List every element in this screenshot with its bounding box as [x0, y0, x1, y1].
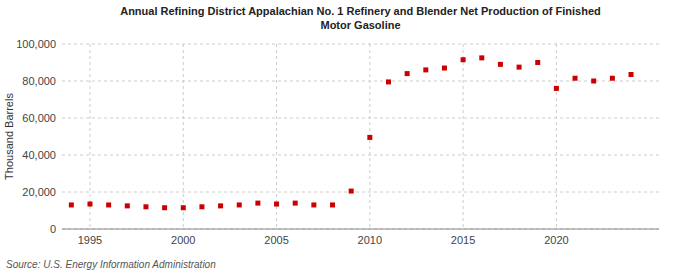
point — [330, 202, 335, 207]
source-note: Source: U.S. Energy Information Administ… — [6, 259, 216, 270]
y-grid-line — [62, 229, 659, 230]
point — [405, 71, 410, 76]
axes: 0 20,000 40,000 60,000 80,000 100,000 1995 2000… — [16, 38, 659, 246]
point — [69, 202, 74, 207]
y-tick-label: 60,000 — [22, 112, 56, 124]
point — [125, 203, 130, 208]
title: Annual Refining District Appalachian No.… — [120, 5, 601, 31]
chart: Annual Refining District Appalachian No.… — [0, 0, 675, 275]
point — [311, 202, 316, 207]
point — [274, 202, 279, 207]
y-grid-line — [62, 192, 659, 193]
point — [610, 76, 615, 81]
point — [199, 204, 204, 209]
y-tick-label: 0 — [50, 223, 56, 235]
point — [573, 76, 578, 81]
x-tick-label: 2020 — [544, 234, 568, 246]
y-axis-label: Thousand Barrels — [3, 93, 15, 180]
point — [386, 79, 391, 84]
point — [367, 135, 372, 140]
point — [162, 205, 167, 210]
point — [461, 57, 466, 62]
y-tick-label: 80,000 — [22, 75, 56, 87]
point — [442, 66, 447, 71]
point — [237, 202, 242, 207]
y-grid-line — [62, 44, 659, 45]
y-tick-label: 40,000 — [22, 149, 56, 161]
x-tick-label: 2000 — [171, 234, 195, 246]
point — [629, 72, 634, 77]
point — [181, 205, 186, 210]
point — [554, 86, 559, 91]
point — [498, 62, 503, 67]
point — [143, 204, 148, 209]
x-tick-label: 2010 — [358, 234, 382, 246]
point — [423, 67, 428, 72]
y-grid-line — [62, 155, 659, 156]
x-grid-line — [463, 44, 464, 229]
y-tick-label: 20,000 — [22, 186, 56, 198]
y-tick-label: 100,000 — [16, 38, 56, 50]
x-grid-line — [183, 44, 184, 229]
x-tick-label: 1995 — [78, 234, 102, 246]
point — [479, 55, 484, 60]
x-axis-line — [62, 229, 659, 230]
points — [69, 55, 634, 210]
grid — [62, 44, 659, 229]
point — [591, 79, 596, 84]
x-tick-label: 2005 — [264, 234, 288, 246]
x-tick-label: 2015 — [451, 234, 475, 246]
point — [517, 65, 522, 70]
point — [87, 202, 92, 207]
point — [535, 60, 540, 65]
point — [349, 189, 354, 194]
x-grid-line — [276, 44, 277, 229]
y-grid-line — [62, 81, 659, 82]
point — [293, 201, 298, 206]
point — [106, 202, 111, 207]
x-grid-line — [89, 44, 90, 229]
x-grid-line — [556, 44, 557, 229]
point — [218, 203, 223, 208]
y-grid-line — [62, 118, 659, 119]
point — [255, 201, 260, 206]
